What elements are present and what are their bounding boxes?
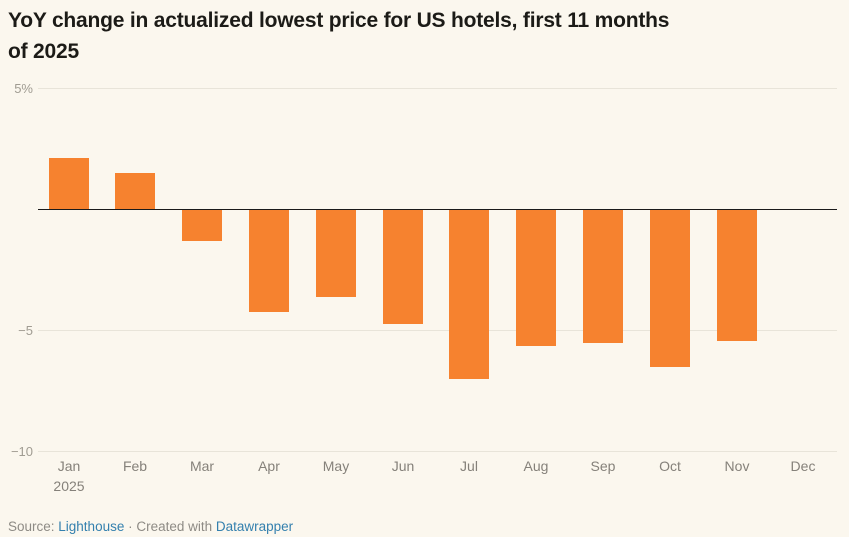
y-axis-label--10: −10 [10,444,33,459]
bar-sep [583,210,623,343]
y-axis-label--5: −5 [18,323,33,338]
x-axis-label-jul: Jul [460,458,478,474]
x-axis-label-sep: Sep [590,458,616,474]
x-axis-label-oct: Oct [659,458,681,474]
bar-may [316,210,356,297]
x-axis-label-feb: Feb [122,458,148,474]
x-axis-label-dec: Dec [790,458,816,474]
bar-feb [115,173,155,209]
datawrapper-link[interactable]: Datawrapper [215,519,294,534]
bar-aug [516,210,556,346]
gridline-y--5 [38,330,837,331]
gridline-y--10 [38,451,837,452]
page-title: YoY change in actualized lowest price fo… [8,5,828,67]
created-with-label: · Created with [124,519,216,534]
zero-axis-line [38,209,837,210]
source-link[interactable]: Lighthouse [58,519,125,534]
bar-apr [249,210,289,312]
x-axis-label-aug: Aug [523,458,549,474]
bar-mar [182,210,222,241]
x-axis-label-apr: Apr [258,458,280,474]
x-axis-label-jan: Jan [57,458,81,474]
bar-nov [717,210,757,341]
x-axis-label-jun: Jun [391,458,415,474]
gridline-y-5 [38,88,837,89]
bar-jul [449,210,489,379]
x-axis-sublabel-year: 2025 [53,478,85,494]
title-line-1: YoY change in actualized lowest price fo… [8,9,670,32]
y-axis-label-5: 5% [14,81,33,96]
x-axis-label-mar: Mar [189,458,215,474]
title-line-2: of 2025 [8,40,79,63]
x-axis-label-nov: Nov [724,458,750,474]
x-axis-label-may: May [322,458,350,474]
bar-oct [650,210,690,367]
bar-jan [49,158,89,209]
chart-footer: Source: Lighthouse · Created with Datawr… [8,519,293,534]
bar-jun [383,210,423,324]
source-prefix-label: Source: [8,519,59,534]
